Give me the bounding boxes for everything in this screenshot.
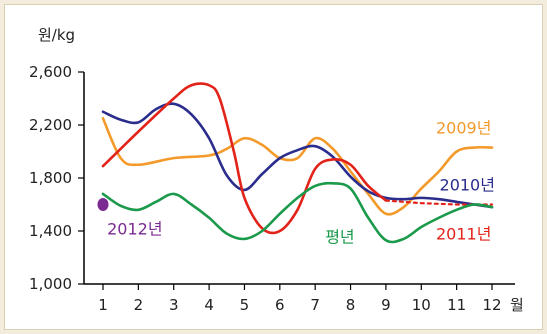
series-label: 2010년 bbox=[440, 176, 495, 195]
x-tick-label: 1 bbox=[98, 296, 108, 314]
series-4-line bbox=[101, 181, 494, 244]
x-tick-label: 6 bbox=[275, 296, 285, 314]
x-tick-label: 5 bbox=[240, 296, 250, 314]
x-tick-label: 4 bbox=[204, 296, 214, 314]
series-labels: 2009년 2010년 2011년 평년 2012년 bbox=[107, 119, 495, 247]
y-ticks: 1,000 1,400 1,800 2,200 2,600 bbox=[29, 63, 84, 293]
series-2-line bbox=[101, 82, 388, 235]
x-axis-unit: 월 bbox=[510, 296, 524, 314]
series-label: 2012년 bbox=[107, 219, 162, 238]
x-tick-label: 7 bbox=[310, 296, 320, 314]
x-tick-label: 9 bbox=[381, 296, 391, 314]
x-tick-label: 10 bbox=[412, 296, 431, 314]
y-tick-label: 1,800 bbox=[29, 169, 72, 187]
series-label: 2009년 bbox=[436, 119, 491, 138]
series-5-point bbox=[97, 198, 109, 211]
series-0-line bbox=[101, 117, 494, 216]
series-lines bbox=[97, 82, 494, 244]
y-tick-label: 2,200 bbox=[29, 116, 72, 134]
series-label: 2011년 bbox=[436, 225, 491, 244]
chart-frame bbox=[4, 4, 543, 330]
y-tick-label: 2,600 bbox=[29, 63, 72, 81]
x-ticks: 1 2 3 4 5 6 7 8 9 10 11 12 bbox=[98, 284, 502, 314]
x-tick-label: 3 bbox=[169, 296, 179, 314]
x-tick-label: 8 bbox=[346, 296, 356, 314]
series-3-line bbox=[384, 199, 494, 206]
series-label: 평년 bbox=[325, 227, 354, 246]
x-tick-label: 11 bbox=[447, 296, 466, 314]
y-tick-label: 1,400 bbox=[29, 222, 72, 240]
y-axis-unit: 원/kg bbox=[38, 26, 75, 44]
y-tick-label: 1,000 bbox=[29, 275, 72, 293]
series-1-line bbox=[101, 102, 494, 209]
x-tick-label: 12 bbox=[482, 296, 501, 314]
x-tick-label: 2 bbox=[134, 296, 144, 314]
